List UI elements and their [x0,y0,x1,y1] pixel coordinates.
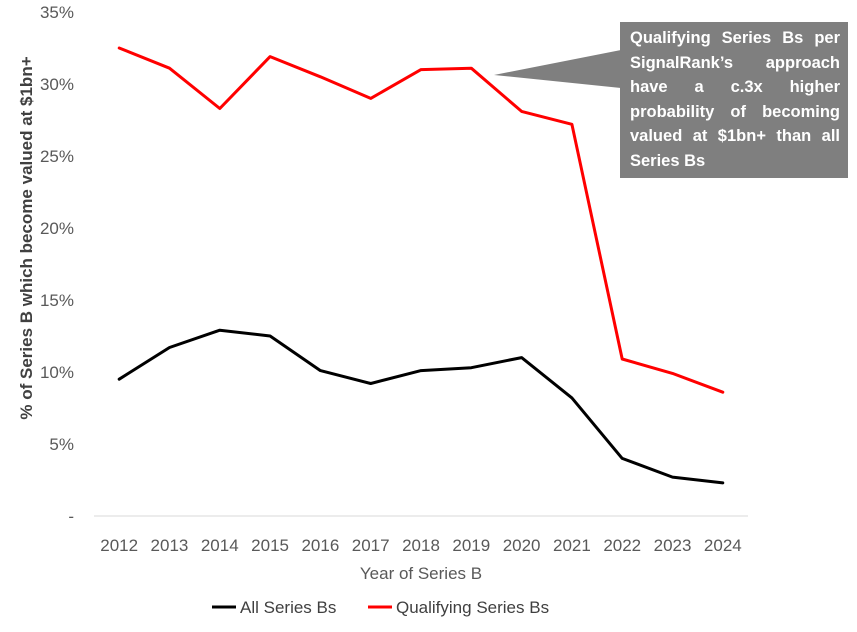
callout-annotation: Qualifying Series Bs per SignalRank’s ap… [620,22,848,178]
series-lines [117,46,725,485]
y-tick-label: 10% [40,363,74,382]
y-axis-title: % of Series B which become valued at $1b… [17,56,36,419]
y-tick-label: 30% [40,75,74,94]
x-tick-label: 2018 [402,536,440,555]
x-tick-label: 2023 [654,536,692,555]
x-tick-label: 2019 [452,536,490,555]
x-tick-label: 2022 [603,536,641,555]
x-tick-label: 2014 [201,536,239,555]
x-tick-label: 2024 [704,536,742,555]
x-axis-ticks: 2012 2013 2014 2015 2016 2017 2018 2019 2020 2021… [100,536,742,555]
y-tick-label: 15% [40,291,74,310]
legend-label: Qualifying Series Bs [396,598,549,617]
x-tick-label: 2012 [100,536,138,555]
x-tick-label: 2021 [553,536,591,555]
legend-label: All Series Bs [240,598,336,617]
x-tick-label: 2017 [352,536,390,555]
x-axis-title: Year of Series B [360,564,482,583]
x-tick-label: 2013 [151,536,189,555]
series-line-all-series-bs [117,328,725,485]
x-tick-label: 2015 [251,536,289,555]
y-tick-label: 20% [40,219,74,238]
x-tick-label: 2016 [301,536,339,555]
y-axis-ticks: - 5% 10% 15% 20% 25% 30% 35% [40,3,74,526]
y-tick-label: 5% [49,435,74,454]
callout-pointer [494,50,621,88]
legend: All Series Bs Qualifying Series Bs [212,598,549,617]
series-line-qualifying-series-bs [117,46,725,394]
x-tick-label: 2020 [503,536,541,555]
callout-text: Qualifying Series Bs per SignalRank’s ap… [630,29,840,170]
y-tick-label: 35% [40,3,74,22]
y-tick-label: 25% [40,147,74,166]
y-tick-label: - [68,507,74,526]
